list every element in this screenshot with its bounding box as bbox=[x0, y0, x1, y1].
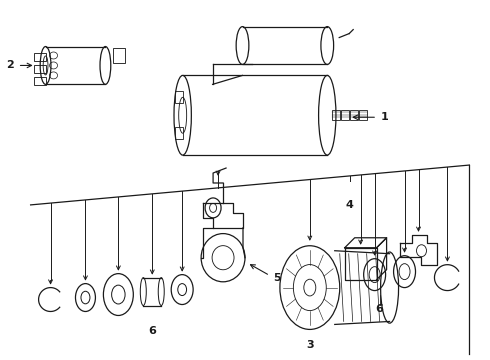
Text: 6: 6 bbox=[148, 327, 156, 336]
Text: 4: 4 bbox=[346, 200, 354, 210]
Bar bbox=[332, 110, 340, 120]
Bar bbox=[34, 66, 46, 73]
Text: 6: 6 bbox=[376, 303, 384, 314]
Bar bbox=[113, 48, 125, 63]
Text: 1: 1 bbox=[381, 112, 389, 122]
Bar bbox=[350, 110, 358, 120]
Bar bbox=[175, 91, 183, 103]
Bar bbox=[341, 110, 349, 120]
Text: 3: 3 bbox=[306, 340, 314, 350]
Bar bbox=[175, 127, 183, 139]
Text: 5: 5 bbox=[273, 273, 281, 283]
Bar bbox=[34, 54, 46, 62]
Text: 2: 2 bbox=[6, 60, 14, 71]
Bar bbox=[34, 77, 46, 85]
Bar bbox=[359, 110, 367, 120]
